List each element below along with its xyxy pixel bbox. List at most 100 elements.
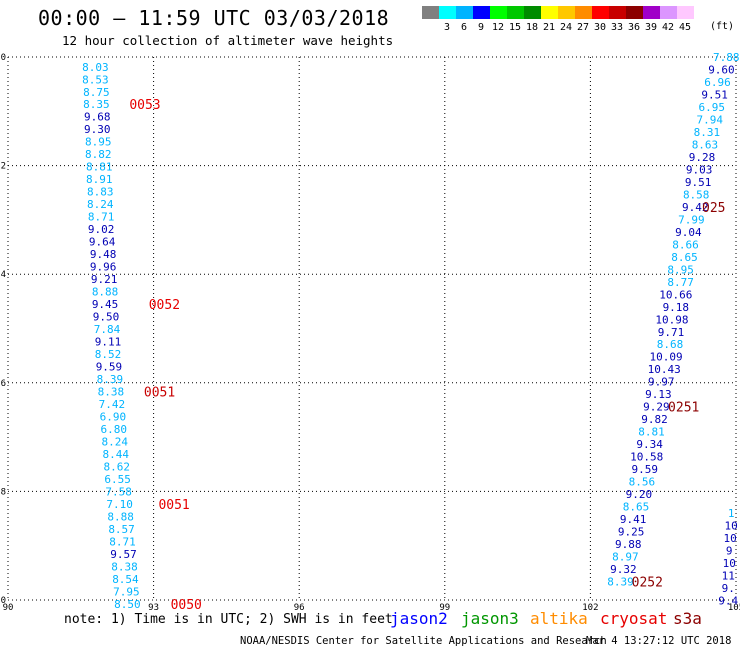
color-scale-label: 27 [576,22,590,33]
color-swatch [643,6,660,19]
wave-height-label: 9.45 [92,298,119,311]
wave-height-label: 8.71 [109,535,136,548]
wave-height-label: 9.03 [686,163,713,176]
wave-height-label: 10 [725,520,738,533]
wave-height-label: 9.64 [89,236,116,249]
wave-height-label: 6.80 [101,423,128,436]
footer-note: note: 1) Time is in UTC; 2) SWH is in fe… [64,612,393,627]
time-label: 025 [702,201,725,216]
wave-height-label: 9.18 [663,301,690,314]
x-tick-label: 99 [439,603,450,610]
wave-height-label: 8.35 [83,98,110,111]
wave-height-label: 8.81 [638,426,665,439]
color-swatch [677,6,694,19]
wave-height-label: 7.88 [713,51,740,64]
wave-height-label: 8.56 [629,476,656,489]
wave-height-label: 8.71 [88,211,115,224]
wave-height-label: 9.4 [718,595,738,608]
legend-jason3: jason3 [461,609,519,628]
wave-height-label: 9.04 [675,226,702,239]
wave-height-label: 8.91 [86,173,113,186]
wave-height-label: 9.60 [708,63,735,76]
color-scale-label: 45 [678,22,692,33]
time-label: 0053 [129,98,160,113]
time-label: 0051 [144,385,175,400]
wave-height-label: 9.30 [84,123,111,136]
color-scale-label: 9 [477,22,485,33]
wave-height-label: 9.11 [95,336,122,349]
wave-height-label: 9.59 [96,361,123,374]
wave-height-label: 8.66 [672,238,699,251]
wave-height-label: 6.90 [100,410,127,423]
wave-height-label: 8.75 [83,86,110,99]
time-label: 0051 [158,498,189,513]
wave-height-label: 8.50 [114,598,141,610]
x-tick-label: 96 [294,603,305,610]
wave-height-label: 10.58 [630,451,663,464]
color-scale-label: 18 [525,22,539,33]
color-swatch [609,6,626,19]
wave-height-label: 8.88 [92,286,119,299]
wave-height-label: 8.24 [102,435,129,448]
time-label: 0052 [149,298,180,313]
chart-subtitle: 12 hour collection of altimeter wave hei… [62,33,394,48]
wave-height-label: 8.81 [86,161,113,174]
wave-height-label: 8.38 [98,385,125,398]
wave-height-label: 8.88 [107,510,134,523]
color-scale-label: 15 [508,22,522,33]
wave-height-label: 7.58 [105,485,132,498]
wave-height-label: 10.98 [655,313,688,326]
wave-height-label: 6.95 [698,101,725,114]
color-scale-label: 6 [460,22,468,33]
wave-height-label: 8.77 [667,276,694,289]
color-swatch [422,6,439,19]
x-tick-label: 93 [148,603,159,610]
legend-s3a: s3a [673,609,702,628]
wave-height-label: 8.39 [607,576,634,589]
x-tick-label: 90 [3,603,14,610]
wave-height-label: 10 [724,532,737,545]
color-swatch [592,6,609,19]
color-swatch [490,6,507,19]
wave-height-label: 8.39 [97,373,124,386]
color-scale-label: 3 [443,22,451,33]
time-label: 0252 [632,576,663,591]
color-swatch [575,6,592,19]
color-swatch [626,6,643,19]
x-tick-label: 105 [728,603,740,610]
legend-jason2: jason2 [390,609,448,628]
wave-height-label: 11 [722,570,735,583]
color-scale-label: 33 [610,22,624,33]
wave-height-label: 8.62 [103,460,130,473]
wave-height-label: 9.48 [90,248,117,261]
wave-height-label: 8.68 [657,338,684,351]
wave-height-label: 8.53 [82,73,109,86]
legend-cryosat: cryosat [600,609,668,628]
credit-text: NOAA/NESDIS Center for Satellite Applica… [240,635,607,647]
wave-height-label: 9.68 [84,111,111,124]
time-label: 0050 [171,598,202,610]
wave-height-label: 9.88 [615,538,642,551]
wave-height-label: 9.28 [689,151,716,164]
wave-height-label: 9.29 [643,401,670,414]
time-label: 0251 [668,401,699,416]
wave-height-label: 1 [728,507,735,520]
wave-height-label: 7.95 [113,585,140,598]
color-scale-label: 30 [593,22,607,33]
timestamp-text: Mar 4 13:27:12 UTC 2018 [586,635,732,647]
wave-height-label: 9.59 [632,463,659,476]
y-tick-label: -26 [0,379,6,389]
y-tick-label: -28 [0,487,6,497]
wave-height-label: 8.03 [82,61,109,74]
wave-height-label: 9.97 [648,376,675,389]
color-scale-label: 24 [559,22,573,33]
wave-height-label: 9.51 [701,88,728,101]
wave-height-label: 7.10 [106,498,133,511]
wave-height-label: 8.24 [87,198,114,211]
wave-height-label: 10 [723,557,736,570]
wave-height-label: 8.97 [612,551,639,564]
color-scale-label: 36 [627,22,641,33]
color-swatch [456,6,473,19]
wave-height-label: 8.95 [667,263,694,276]
color-scale-label: 12 [491,22,505,33]
